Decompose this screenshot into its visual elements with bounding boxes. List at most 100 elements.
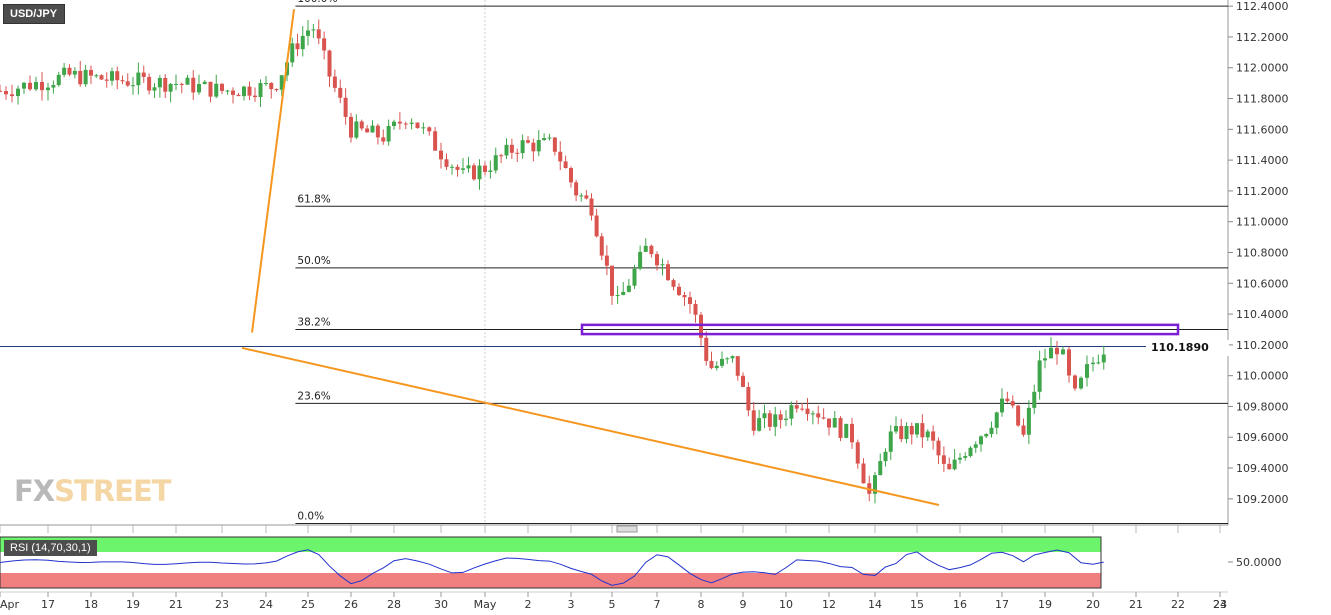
y-tick-label: 109.6000 xyxy=(1236,431,1289,444)
candle-bear xyxy=(941,455,946,464)
candle-bull xyxy=(894,426,898,432)
fib-label: 100.0% xyxy=(297,0,337,5)
candle-bull xyxy=(615,295,620,297)
candle-bear xyxy=(526,140,530,143)
candle-bull xyxy=(963,456,968,458)
candle-bear xyxy=(4,91,8,95)
candle-bear xyxy=(671,280,676,287)
candle-bull xyxy=(1037,360,1042,392)
candle-bear xyxy=(191,77,196,93)
candle-bull xyxy=(1085,364,1089,378)
y-tick-label: 110.4000 xyxy=(1236,308,1289,321)
x-tick-label: 23 xyxy=(1213,598,1227,611)
rsi-pane: 50.0000 xyxy=(0,525,1282,589)
candle-bear xyxy=(767,413,772,427)
candle-bull xyxy=(264,82,268,84)
x-tick-label: 26 xyxy=(344,598,358,611)
x-tick-label: 30 xyxy=(434,598,448,611)
candle-bear xyxy=(179,83,184,85)
candle-bear xyxy=(805,408,810,415)
candle-bull xyxy=(409,122,414,124)
candle-bear xyxy=(794,405,799,409)
candle-bear xyxy=(594,215,599,237)
x-tick-label: 5 xyxy=(609,598,616,611)
candle-bull xyxy=(810,413,815,415)
candle-bear xyxy=(1010,401,1015,406)
candle-bull xyxy=(643,245,648,252)
candle-bull xyxy=(34,82,38,90)
candle-bull xyxy=(488,170,493,172)
candle-bear xyxy=(1055,347,1059,355)
candle-bear xyxy=(563,161,568,169)
candle-bull xyxy=(915,423,919,435)
candle-bear xyxy=(515,152,520,154)
candle-bull xyxy=(157,77,162,88)
candle-bull xyxy=(242,86,246,97)
x-tick-label: 22 xyxy=(1171,598,1185,611)
candle-bear xyxy=(800,408,805,410)
candle-bull xyxy=(720,358,724,366)
x-tick-label: Apr xyxy=(0,598,20,611)
rsi-tick-label: 50.0000 xyxy=(1236,556,1282,569)
candle-bear xyxy=(589,198,594,216)
candle-bear xyxy=(558,151,563,162)
candle-bear xyxy=(40,82,44,91)
candle-bull xyxy=(1032,391,1037,408)
x-tick-label: 17 xyxy=(995,598,1009,611)
candle-bull xyxy=(547,137,552,139)
ascending-trendline xyxy=(241,346,940,506)
pane-resize-handle xyxy=(616,525,638,533)
candle-bull xyxy=(174,83,178,85)
candle-bear xyxy=(349,116,353,138)
candle-bull xyxy=(952,459,957,470)
candle-bear xyxy=(827,418,831,428)
fibonacci-levels: 100.0% 61.8% 50.0% 38.2% 23.6% 0.0% xyxy=(0,0,1228,524)
resistance-zone-box xyxy=(580,323,1180,336)
candle-bull xyxy=(757,418,762,431)
candle-bear xyxy=(821,417,826,419)
candle-bull xyxy=(477,165,482,180)
candle-bull xyxy=(136,72,141,86)
candle-bull xyxy=(660,264,665,266)
candle-bull xyxy=(94,75,99,77)
grid xyxy=(0,0,1229,533)
y-tick-label: 112.4000 xyxy=(1236,0,1289,13)
candle-bear xyxy=(231,90,235,95)
candle-bear xyxy=(295,43,300,50)
y-tick-label: 111.0000 xyxy=(1236,216,1289,229)
candle-bear xyxy=(682,295,687,298)
candle-bull xyxy=(466,165,471,169)
candle-bear xyxy=(704,337,709,361)
candle-bull xyxy=(632,268,637,286)
candle-bear xyxy=(1067,349,1071,376)
y-tick-label: 112.0000 xyxy=(1236,62,1289,75)
candle-bull xyxy=(989,427,994,434)
candle-bear xyxy=(343,97,348,117)
candle-bear xyxy=(444,159,449,167)
candle-bull xyxy=(883,451,888,462)
x-tick-label: 7 xyxy=(654,598,661,611)
candle-bull xyxy=(762,413,767,419)
candle-bull xyxy=(72,70,77,75)
x-tick-label: 10 xyxy=(779,598,793,611)
candle-bull xyxy=(1091,362,1095,365)
candle-bear xyxy=(274,89,279,91)
x-tick-label: 21 xyxy=(169,598,183,611)
candle-bear xyxy=(208,81,213,97)
candle-bull xyxy=(290,43,295,63)
candle-bull xyxy=(730,356,735,359)
candle-bear xyxy=(604,255,609,266)
rsi-label: RSI (14,70,30,1) xyxy=(4,540,97,556)
candle-bear xyxy=(569,168,573,183)
y-tick-label: 111.8000 xyxy=(1236,93,1289,106)
candle-bear xyxy=(931,431,936,441)
candle-bull xyxy=(1079,377,1083,389)
candle-bear xyxy=(316,29,321,39)
fib-label: 61.8% xyxy=(297,193,330,205)
candle-bull xyxy=(1096,362,1101,364)
candle-bull xyxy=(904,425,909,440)
candle-bear xyxy=(677,286,681,296)
candle-bear xyxy=(236,94,241,97)
candle-bull xyxy=(725,358,730,360)
